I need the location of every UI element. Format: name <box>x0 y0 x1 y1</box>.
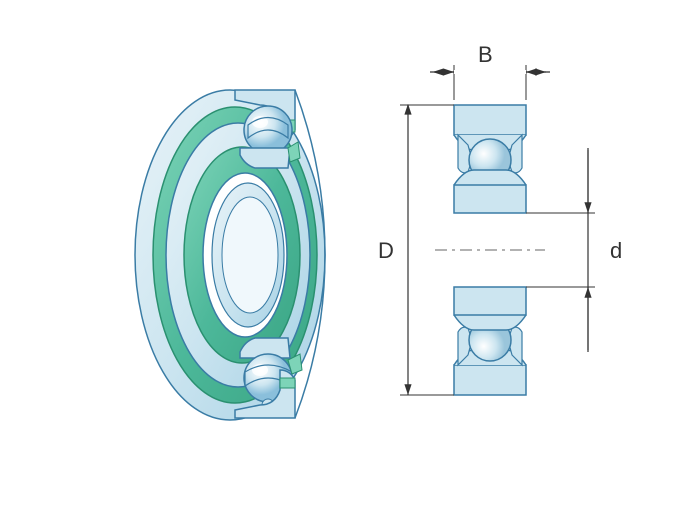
cutaway-top <box>235 90 300 168</box>
iso-bearing-svg <box>120 70 380 440</box>
label-width-b: B <box>478 42 493 68</box>
isometric-bearing-view <box>120 70 380 445</box>
dimension-b <box>430 65 550 100</box>
cross-section-bottom <box>454 287 526 395</box>
label-inner-diameter-d: d <box>610 238 622 264</box>
cross-section-top <box>454 105 526 213</box>
label-outer-diameter-d: D <box>378 238 394 264</box>
